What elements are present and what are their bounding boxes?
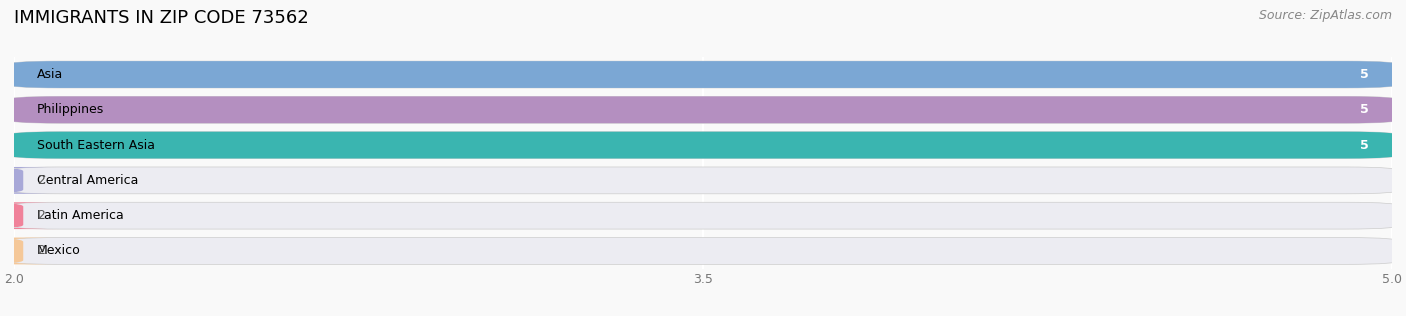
Text: Latin America: Latin America: [37, 209, 124, 222]
FancyBboxPatch shape: [4, 132, 1402, 159]
FancyBboxPatch shape: [4, 61, 1402, 88]
Text: 5: 5: [1360, 103, 1369, 116]
FancyBboxPatch shape: [4, 202, 1402, 229]
FancyBboxPatch shape: [4, 96, 1402, 123]
FancyBboxPatch shape: [0, 202, 60, 229]
Text: Source: ZipAtlas.com: Source: ZipAtlas.com: [1258, 9, 1392, 22]
Text: Mexico: Mexico: [37, 245, 80, 258]
Text: 2: 2: [37, 209, 45, 222]
FancyBboxPatch shape: [4, 167, 1402, 194]
Text: IMMIGRANTS IN ZIP CODE 73562: IMMIGRANTS IN ZIP CODE 73562: [14, 9, 309, 27]
Text: South Eastern Asia: South Eastern Asia: [37, 139, 155, 152]
Text: 5: 5: [1360, 139, 1369, 152]
FancyBboxPatch shape: [4, 96, 1402, 123]
FancyBboxPatch shape: [0, 167, 60, 194]
Text: Philippines: Philippines: [37, 103, 104, 116]
Text: 2: 2: [37, 174, 45, 187]
Text: 5: 5: [1360, 68, 1369, 81]
FancyBboxPatch shape: [4, 61, 1402, 88]
FancyBboxPatch shape: [4, 238, 1402, 264]
Text: Asia: Asia: [37, 68, 63, 81]
Text: 2: 2: [37, 245, 45, 258]
FancyBboxPatch shape: [0, 238, 60, 264]
FancyBboxPatch shape: [4, 132, 1402, 159]
Text: Central America: Central America: [37, 174, 138, 187]
